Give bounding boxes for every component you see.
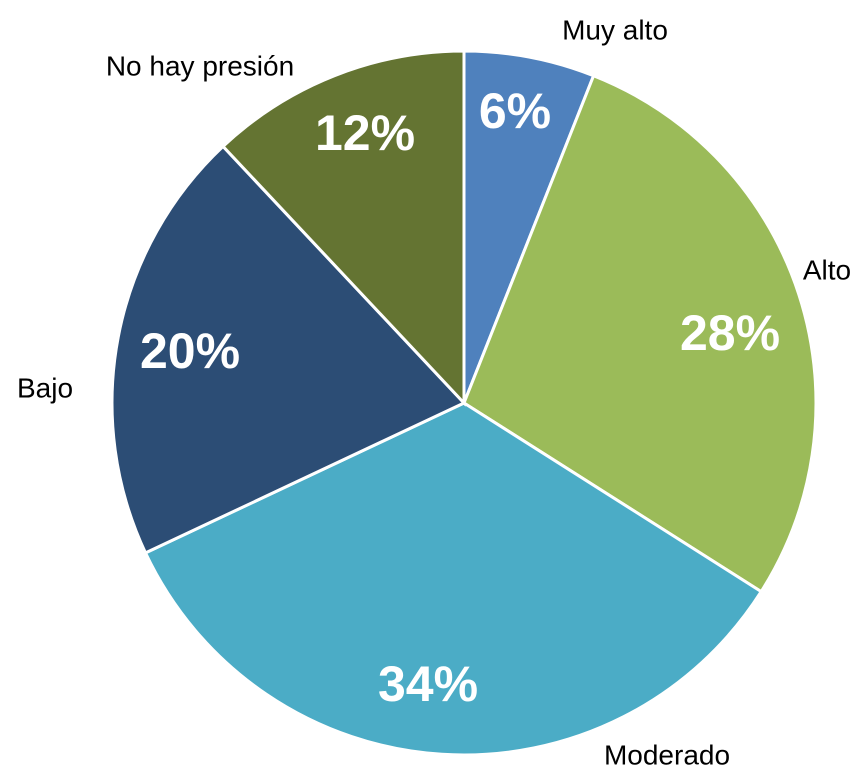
data-label: 12% (315, 105, 415, 161)
pie-slice (462, 49, 596, 404)
data-label: 20% (140, 323, 240, 379)
pie-slice (143, 401, 764, 757)
category-label: No hay presión (106, 50, 294, 81)
category-label: Muy alto (562, 14, 668, 45)
pie-slice (110, 144, 467, 555)
category-label: Bajo (17, 372, 73, 403)
category-label: Alto (803, 254, 851, 285)
data-label: 6% (479, 83, 551, 139)
pie-slice (220, 49, 466, 407)
category-label: Moderado (604, 739, 730, 770)
data-label: 28% (680, 305, 780, 361)
pie-slice (462, 73, 818, 594)
data-label: 34% (378, 656, 478, 712)
